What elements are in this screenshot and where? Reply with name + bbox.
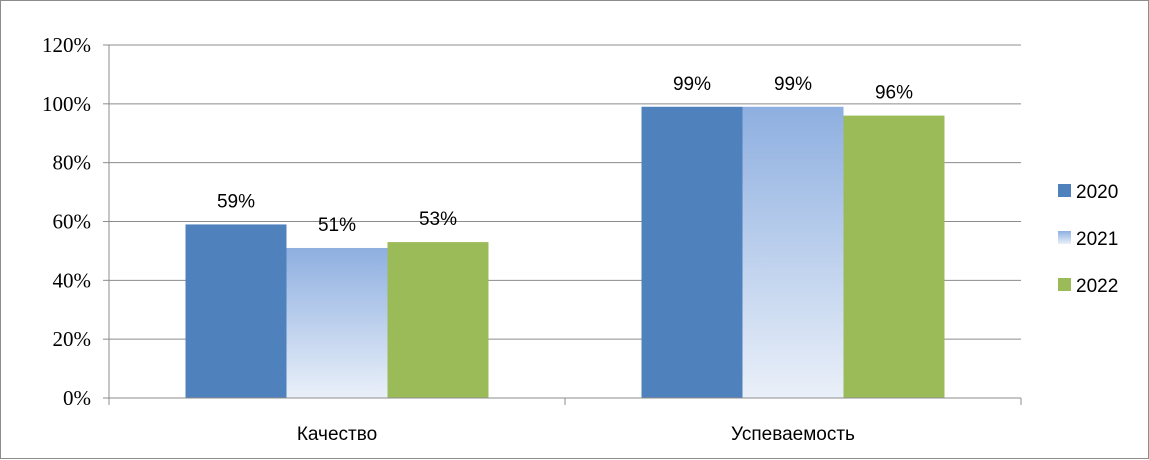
- y-tick-label: 60%: [53, 210, 92, 234]
- bar-2021-2: [742, 106, 844, 399]
- legend-swatch-2022: [1058, 278, 1071, 291]
- bar-2020-2: [641, 106, 743, 399]
- bar-2020-1: [185, 224, 287, 398]
- data-label: 51%: [318, 215, 356, 236]
- category-label: Качество: [297, 424, 377, 445]
- data-label: 99%: [774, 74, 812, 95]
- legend-label: 2020: [1076, 182, 1118, 203]
- legend-swatch-2021: [1058, 231, 1071, 244]
- y-tick-label: 100%: [42, 92, 91, 116]
- data-label: 53%: [419, 209, 457, 230]
- y-tick-label: 20%: [53, 327, 92, 351]
- y-tick-label: 120%: [42, 33, 91, 57]
- data-label: 96%: [875, 83, 913, 104]
- legend-swatch-2020: [1058, 184, 1071, 197]
- data-label: 99%: [673, 74, 711, 95]
- legend-label: 2022: [1076, 276, 1118, 297]
- legend-label: 2021: [1076, 229, 1118, 250]
- bar-2022-2: [843, 115, 945, 398]
- category-label: Успеваемость: [731, 424, 855, 445]
- bar-2022-1: [387, 242, 489, 398]
- y-tick-label: 0%: [63, 386, 91, 410]
- y-tick-label: 40%: [53, 268, 92, 292]
- bar-2021-1: [286, 247, 388, 398]
- y-tick-label: 80%: [53, 151, 92, 175]
- data-label: 59%: [217, 191, 255, 212]
